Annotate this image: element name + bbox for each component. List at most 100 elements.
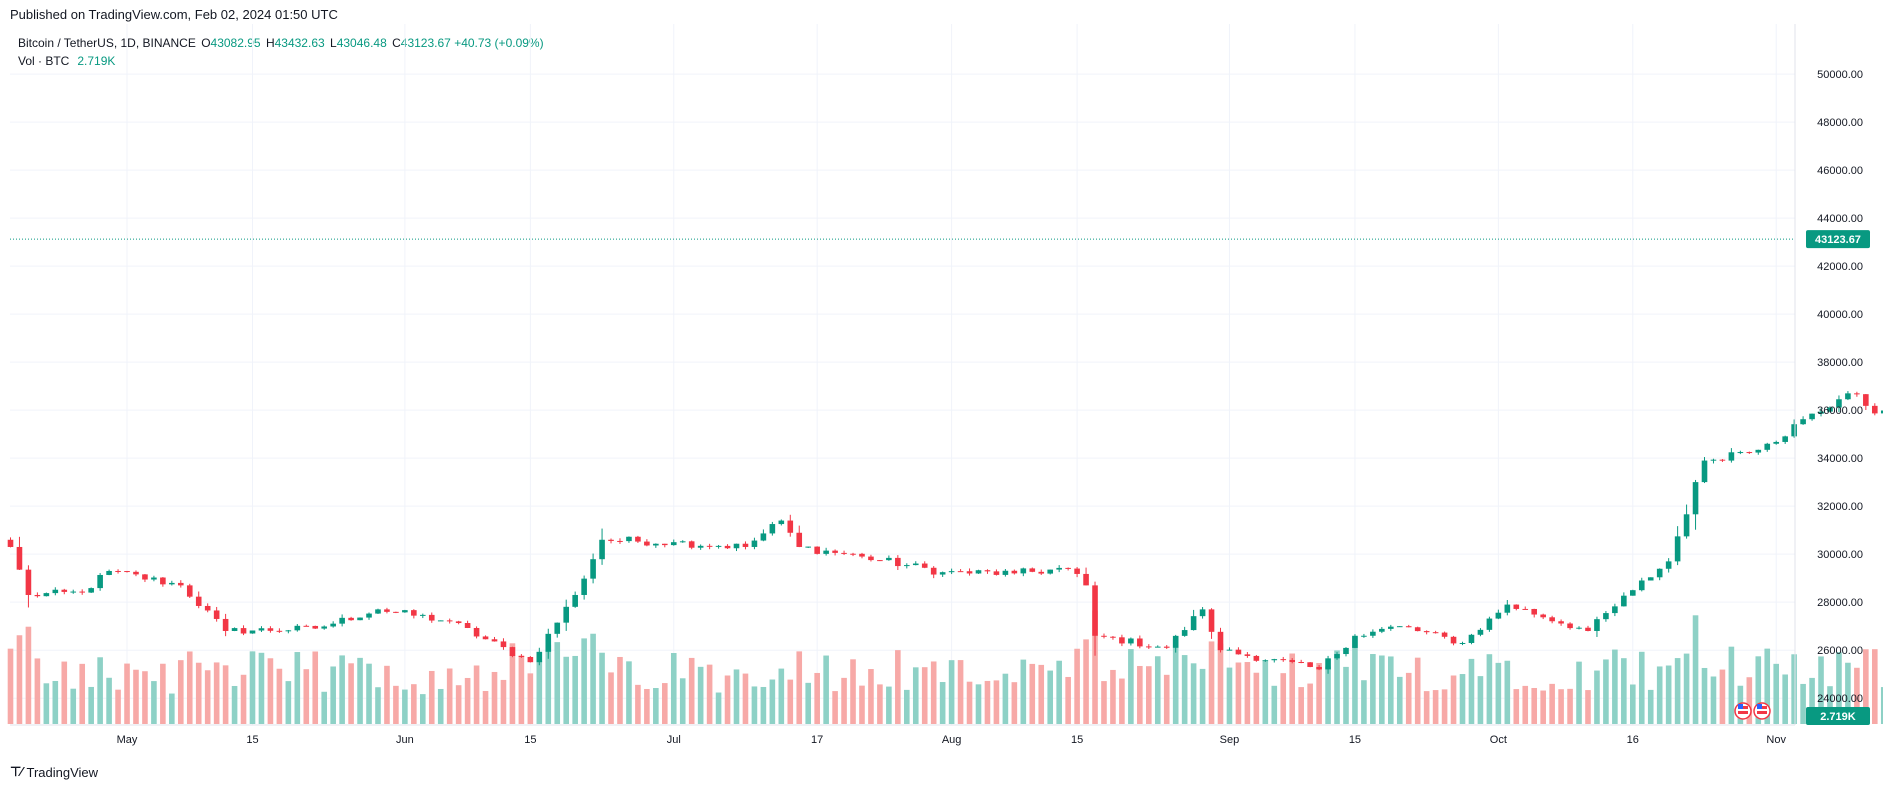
candle-body [823,550,829,554]
candle-body [635,536,641,542]
volume-bars [7,610,1883,724]
published-text: Published on TradingView.com, Feb 02, 20… [10,7,338,22]
volume-bar [697,666,704,724]
volume-bar [482,690,489,724]
x-tick-label: 15 [246,734,258,746]
volume-bar [778,668,785,724]
candle-body [1047,569,1054,574]
candle-body [1020,568,1027,574]
candle-body [1612,606,1618,614]
volume-bar [1836,652,1842,724]
x-tick-label: Jun [396,734,414,746]
price-axis[interactable]: 24000.00 26000.00 28000.00 30000.00 32000.00… [1806,69,1870,725]
volume-bar [1755,656,1762,724]
brand-text: TradingView [26,764,99,780]
candle-body [1316,666,1322,670]
candle-body [321,626,328,629]
candle-body [1674,536,1681,562]
volume-bar [330,666,336,724]
volume-bar [1074,648,1080,724]
volume-bar [877,684,883,724]
volume-bar [97,657,103,724]
candle-body [877,560,883,562]
volume-bar [124,663,130,724]
volume-bar [1029,663,1036,724]
candle-body [1540,614,1546,618]
candle-body [1746,452,1753,454]
volume-bar [1020,659,1027,724]
volume-bar [1872,649,1878,724]
volume-bar [1235,662,1242,724]
candle-body [572,594,578,607]
volume-bar [393,685,399,724]
volume-bar [1208,641,1215,724]
candle-body [679,541,686,543]
candle-body [1710,459,1717,461]
volume-bar [1450,675,1457,724]
legend-volume-row: Vol · BTC 2.719K [18,52,544,70]
candle-body [151,577,157,580]
volume-bar [70,688,77,724]
volume-bar [142,671,148,724]
candle-body [787,520,794,533]
candle-body [1423,631,1430,633]
volume-bar [769,679,776,724]
open-label: O [201,36,211,50]
volume-bar [267,658,274,724]
volume-bar [1612,649,1618,724]
y-tick-label: 44000.00 [1817,213,1863,225]
candle-body [1872,405,1878,414]
volume-bar [1244,662,1251,724]
candle-body [393,611,399,613]
volume-bar [1388,656,1394,724]
volume-bar [742,673,749,724]
candle-body [975,570,982,574]
volume-bar [1710,676,1717,724]
volume-bar [679,678,686,724]
candle-body [1692,482,1699,515]
volume-bar [1459,674,1466,724]
candle-body [1773,441,1780,444]
symbol-label[interactable]: Bitcoin / TetherUS, 1D, BINANCE [18,36,196,50]
volume-bar [518,655,525,724]
candle-body [1432,632,1439,634]
candle-body [1065,567,1071,569]
close-label: C [392,36,401,50]
volume-bar [1880,687,1883,724]
candle-body [357,617,363,621]
volume-bar [1800,683,1806,724]
time-axis[interactable]: May15Jun15Jul17Aug15Sep15Oct16Nov15Dec18… [117,734,1883,746]
volume-bar [1038,664,1045,724]
volume-label[interactable]: Vol · BTC [18,54,70,68]
candle-body [348,617,354,621]
volume-bar [975,684,982,724]
volume-bar [1405,672,1412,724]
x-tick-label: Aug [942,734,962,746]
volume-bar [1594,670,1600,724]
candle-body [1038,571,1045,574]
candle-body [1190,616,1197,631]
volume-bar [939,682,946,724]
volume-bar [1414,657,1421,724]
footer-brand[interactable]: ⊤⁄ TradingView [10,764,98,780]
candle-body [1441,632,1448,637]
us-flag-event-icon[interactable] [1734,702,1752,720]
candle-body [1809,413,1815,420]
high-label: H [265,36,275,50]
candle-body [527,656,534,663]
volume-bar [635,684,641,724]
y-tick-label: 42000.00 [1817,261,1863,273]
candle-body [1647,577,1654,581]
us-flag-event-icon[interactable] [1753,702,1771,720]
volume-bar [1217,643,1224,724]
candle-body [276,630,283,632]
volume-bar [151,681,157,724]
volume-bar [160,663,166,724]
candle-body [1585,627,1591,631]
candle-body [554,622,561,634]
volume-bar [169,693,175,724]
candle-body [1146,646,1152,648]
candle-body [204,605,211,611]
candle-body [715,545,722,547]
